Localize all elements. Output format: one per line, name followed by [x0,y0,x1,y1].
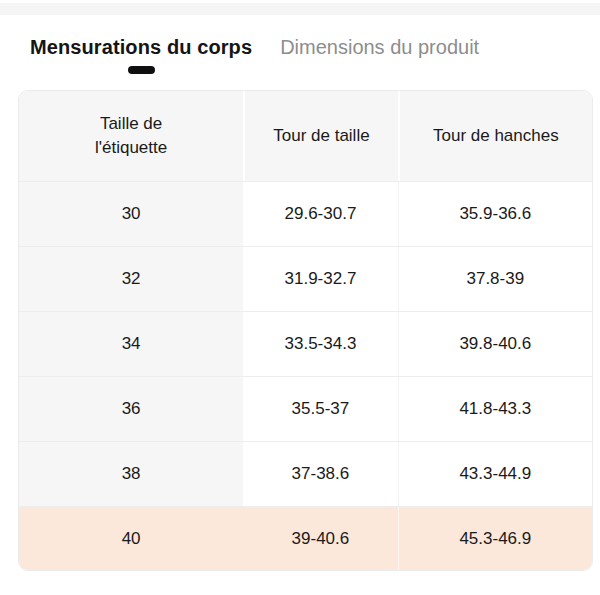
cell-waist: 33.5-34.3 [243,312,397,376]
header-cell-hips: Tour de hanches [398,91,592,181]
header-waist-text: Tour de taille [273,124,369,148]
size-chart-table: Taille de l'étiquette Tour de taille Tou… [18,90,593,571]
table-row-size-38: 38 37-38.6 43.3-44.9 [19,441,592,506]
tab-bar: Mensurations du corps Dimensions du prod… [30,35,479,74]
table-row-size-36: 36 35.5-37 41.8-43.3 [19,376,592,441]
size-guide-sheet: Mensurations du corps Dimensions du prod… [0,0,600,595]
table-row-size-30: 30 29.6-30.7 35.9-36.6 [19,181,592,246]
header-hips-text: Tour de hanches [433,124,559,148]
header-cell-waist: Tour de taille [243,91,397,181]
cell-waist: 31.9-32.7 [243,247,397,311]
tab-body-measurements[interactable]: Mensurations du corps [30,35,252,74]
table-row-size-40-highlighted: 40 39-40.6 45.3-46.9 [19,506,592,571]
cell-waist: 37-38.6 [243,442,397,506]
cell-size: 38 [19,442,243,506]
tab-product-dimensions-label: Dimensions du produit [280,35,479,59]
sheet-top-strip [0,3,600,15]
cell-hips: 45.3-46.9 [398,507,592,571]
cell-hips: 43.3-44.9 [398,442,592,506]
tab-product-dimensions[interactable]: Dimensions du produit [280,35,479,59]
cell-size: 30 [19,182,243,246]
table-row-size-32: 32 31.9-32.7 37.8-39 [19,246,592,311]
cell-hips: 35.9-36.6 [398,182,592,246]
cell-size: 34 [19,312,243,376]
cell-waist: 39-40.6 [243,507,397,571]
cell-size: 36 [19,377,243,441]
cell-size: 32 [19,247,243,311]
tab-body-measurements-label: Mensurations du corps [30,35,252,59]
active-tab-indicator [128,66,155,74]
cell-waist: 35.5-37 [243,377,397,441]
table-header-row: Taille de l'étiquette Tour de taille Tou… [19,91,592,181]
cell-hips: 37.8-39 [398,247,592,311]
header-label-size-text: Taille de l'étiquette [79,112,184,160]
cell-hips: 41.8-43.3 [398,377,592,441]
table-row-size-34: 34 33.5-34.3 39.8-40.6 [19,311,592,376]
cell-size: 40 [19,507,243,571]
cell-hips: 39.8-40.6 [398,312,592,376]
cell-waist: 29.6-30.7 [243,182,397,246]
header-cell-label-size: Taille de l'étiquette [19,91,243,181]
